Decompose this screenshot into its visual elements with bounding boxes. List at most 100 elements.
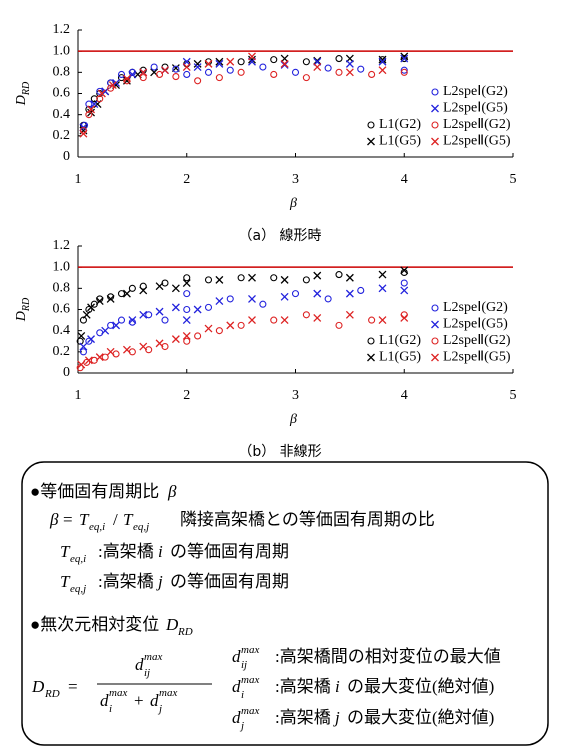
x-tick-label: 1 bbox=[75, 388, 82, 403]
legend-label: L1(G5) bbox=[379, 134, 421, 149]
operator: = bbox=[63, 510, 73, 529]
circle-marker bbox=[291, 290, 300, 298]
description: の等価固有周期 bbox=[170, 542, 289, 561]
circle-marker bbox=[270, 70, 278, 78]
description: :高架橋間の相対変位の最大値 bbox=[275, 647, 501, 666]
circle-marker bbox=[270, 274, 278, 282]
x-marker bbox=[112, 321, 121, 330]
legend-label: L2speⅠ(G2) bbox=[443, 84, 508, 99]
x-marker bbox=[171, 284, 180, 293]
subscript: RD bbox=[44, 688, 60, 700]
circle-marker bbox=[431, 337, 439, 345]
symbol: d bbox=[232, 647, 241, 666]
x-marker bbox=[431, 320, 439, 329]
circle-marker bbox=[90, 95, 98, 103]
circle-marker bbox=[291, 68, 300, 76]
subscript: i bbox=[241, 689, 244, 701]
circle-marker bbox=[335, 68, 343, 76]
x-marker bbox=[280, 275, 289, 284]
circle-marker bbox=[79, 316, 87, 324]
symbol: d bbox=[232, 677, 241, 696]
circle-marker bbox=[302, 276, 310, 284]
y-tick-label: 0 bbox=[63, 365, 70, 380]
superscript: max bbox=[109, 687, 127, 699]
symbol: i bbox=[335, 677, 340, 696]
x-marker bbox=[215, 275, 224, 284]
x-marker bbox=[378, 316, 387, 325]
y-tick-label: 0.4 bbox=[53, 323, 71, 338]
x-marker bbox=[378, 284, 387, 293]
x-marker bbox=[313, 63, 322, 72]
circle-marker bbox=[367, 121, 375, 129]
circle-marker bbox=[172, 65, 180, 73]
circle-marker bbox=[400, 279, 408, 287]
y-axis-label-main: D bbox=[14, 95, 29, 106]
circle-marker bbox=[270, 316, 278, 324]
circle-marker bbox=[335, 55, 343, 63]
x-marker bbox=[193, 63, 202, 72]
x-tick-label: 4 bbox=[401, 388, 408, 403]
x-tick-label: 3 bbox=[292, 388, 299, 403]
symbol: d bbox=[100, 691, 109, 710]
x-marker bbox=[215, 57, 224, 66]
caption: （a） 線形時 bbox=[238, 228, 321, 244]
x-tick-label: 2 bbox=[183, 388, 190, 403]
symbol: i bbox=[158, 542, 163, 561]
symbol: D bbox=[165, 615, 179, 634]
x-marker bbox=[97, 89, 106, 98]
circle-marker bbox=[215, 74, 223, 82]
subscript: eq,i bbox=[70, 553, 86, 565]
x-marker bbox=[204, 59, 213, 68]
circle-marker bbox=[183, 337, 191, 345]
description: の等価固有周期 bbox=[170, 572, 289, 591]
x-marker bbox=[248, 316, 256, 325]
x-marker bbox=[367, 137, 375, 146]
x-marker bbox=[79, 129, 88, 138]
y-axis-label: DRD bbox=[14, 297, 32, 322]
x-tick-label: 4 bbox=[401, 172, 408, 187]
y-axis-label-sub: RD bbox=[21, 81, 32, 96]
circle-marker bbox=[431, 88, 439, 96]
circle-marker bbox=[237, 274, 245, 282]
symbol: d bbox=[135, 655, 144, 674]
circle-marker bbox=[161, 316, 169, 324]
circle-marker bbox=[357, 65, 365, 73]
x-axis-label: β bbox=[289, 196, 297, 211]
x-marker bbox=[280, 292, 289, 301]
x-marker bbox=[400, 266, 409, 275]
circle-marker bbox=[161, 63, 169, 71]
x-marker bbox=[122, 74, 131, 83]
superscript: max bbox=[241, 644, 259, 656]
x-marker bbox=[182, 63, 191, 72]
x-marker bbox=[182, 331, 191, 340]
legend-label: L2speⅠ(G2) bbox=[443, 300, 508, 315]
x-marker bbox=[378, 66, 387, 75]
y-tick-label: 1.2 bbox=[53, 238, 71, 253]
x-marker bbox=[139, 286, 148, 295]
x-marker bbox=[400, 286, 409, 295]
legend-label: L1(G2) bbox=[379, 117, 421, 132]
x-marker bbox=[128, 316, 137, 325]
y-tick-label: 0.2 bbox=[53, 128, 71, 143]
x-marker bbox=[101, 326, 110, 335]
y-axis-label-sub: RD bbox=[21, 297, 32, 312]
x-marker bbox=[139, 310, 148, 319]
circle-marker bbox=[96, 87, 104, 95]
x-marker bbox=[139, 68, 148, 77]
description: :高架橋 bbox=[98, 572, 154, 591]
circle-marker bbox=[431, 304, 439, 312]
x-marker bbox=[345, 310, 354, 319]
x-marker bbox=[431, 353, 439, 362]
x-marker bbox=[182, 316, 191, 325]
circle-marker bbox=[150, 63, 158, 71]
x-marker bbox=[84, 356, 93, 365]
circle-marker bbox=[368, 70, 376, 78]
circle-marker bbox=[400, 66, 408, 74]
y-tick-label: 0 bbox=[63, 149, 70, 164]
x-marker bbox=[106, 347, 115, 356]
operator: = bbox=[68, 677, 78, 696]
legend-label: L1(G2) bbox=[379, 333, 421, 348]
symbol: T bbox=[123, 510, 134, 529]
x-marker bbox=[204, 324, 213, 333]
x-tick-label: 5 bbox=[510, 388, 517, 403]
